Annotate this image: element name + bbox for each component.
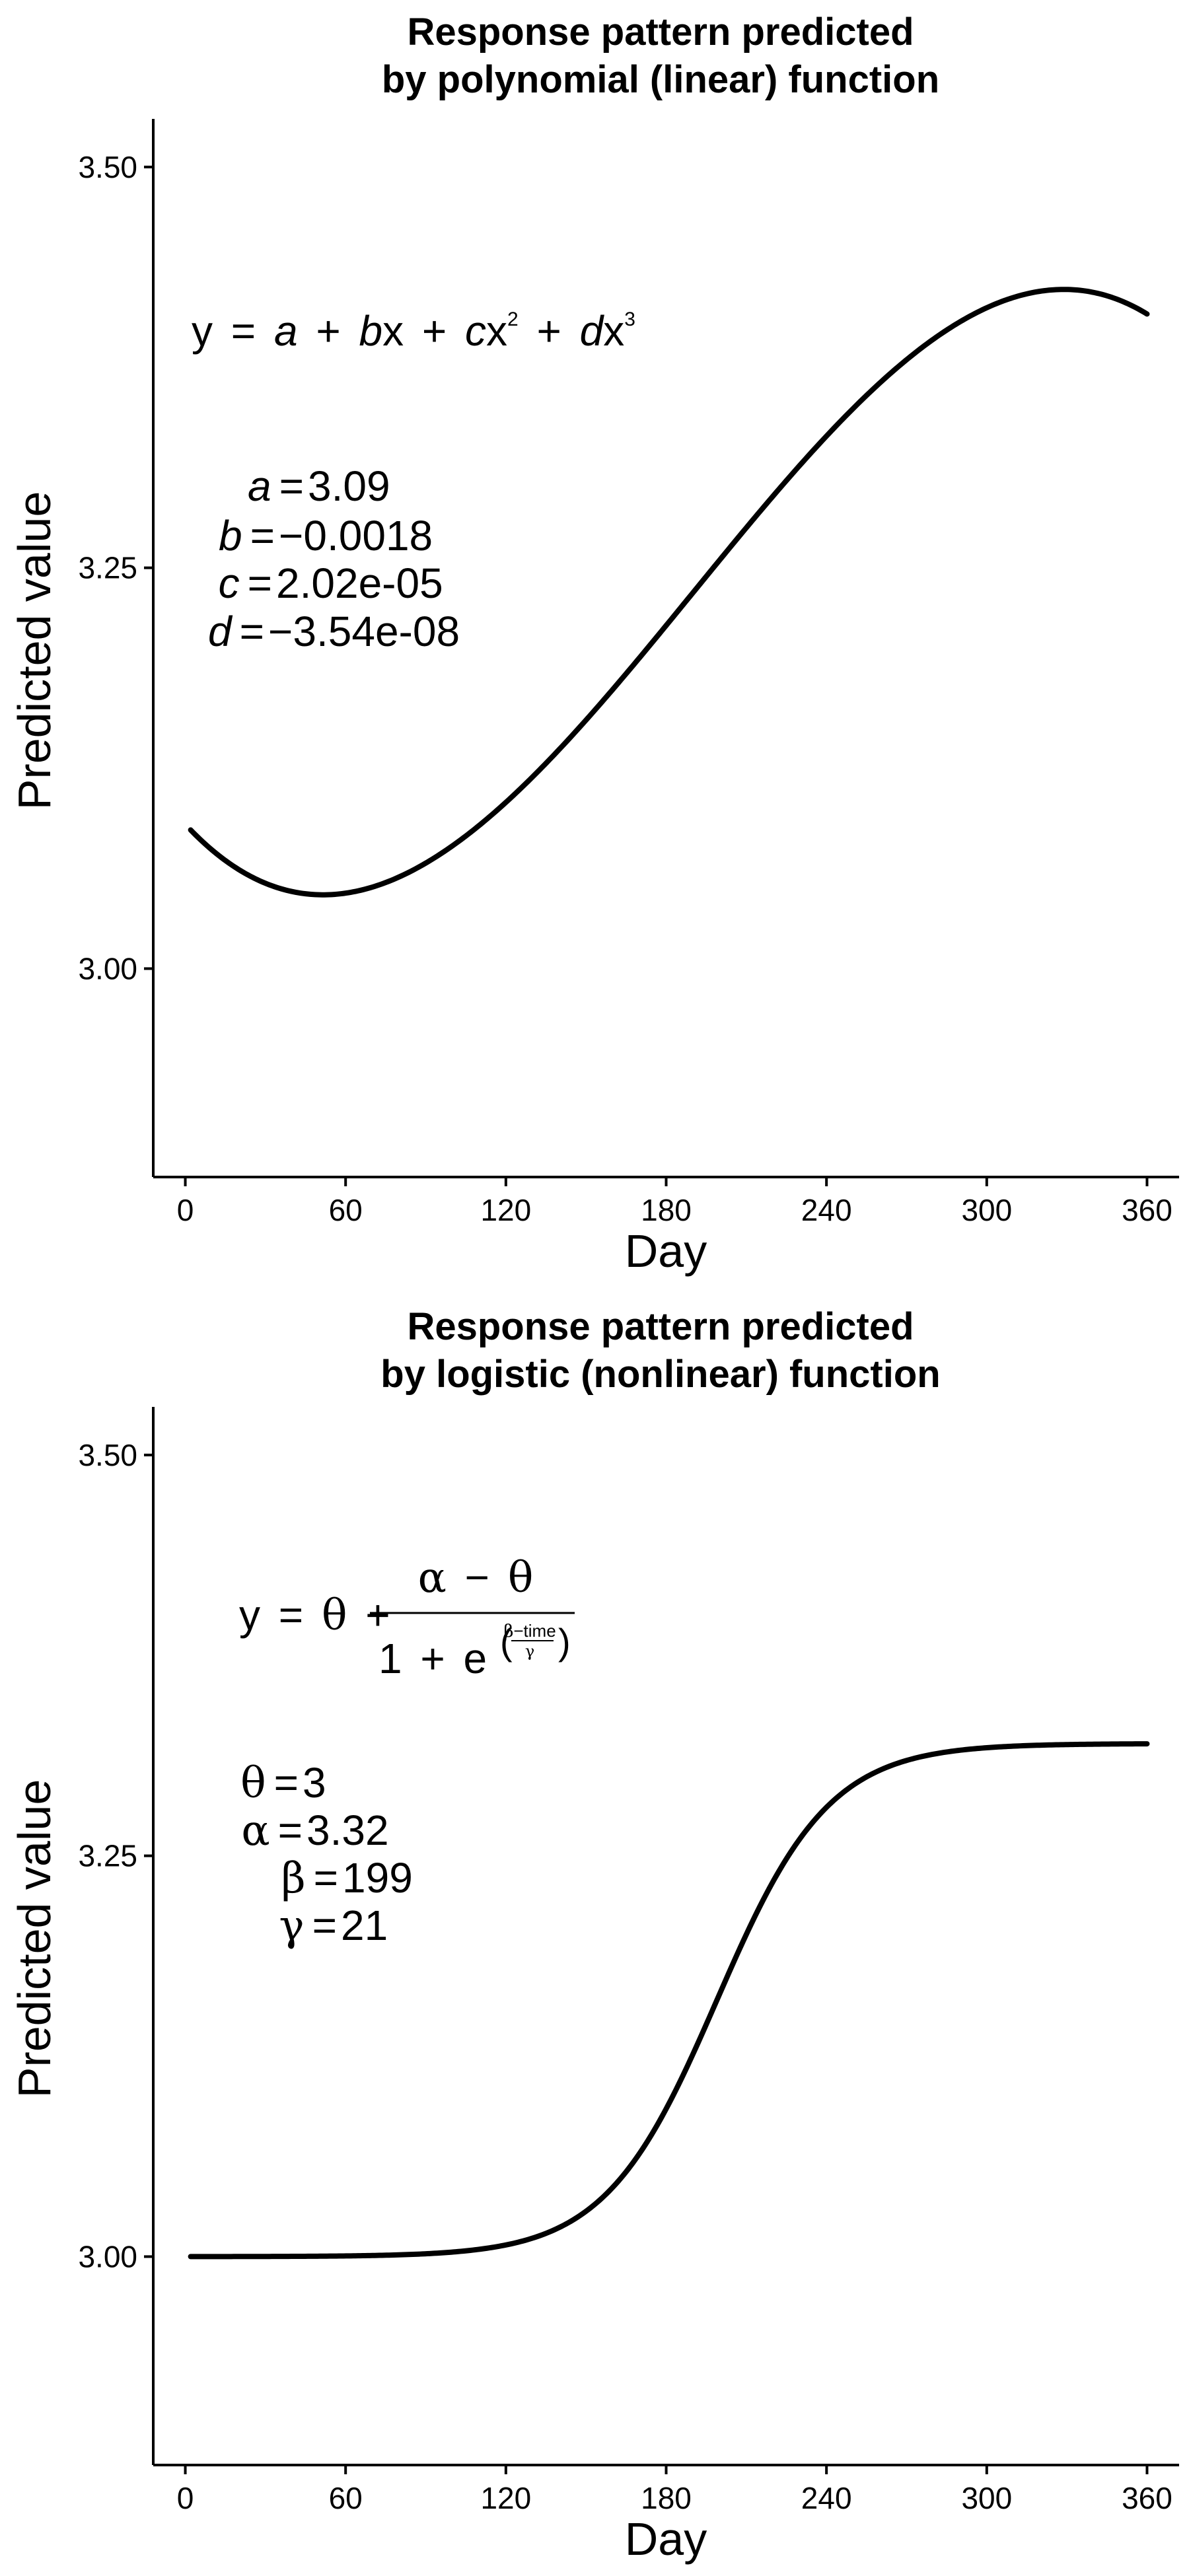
- logistic-curve: [188, 1741, 1150, 2260]
- y-tick-label: 3.00: [78, 2239, 137, 2273]
- x-tick-label: 240: [801, 1193, 852, 1227]
- param-beta-value: 199: [342, 1854, 413, 1902]
- param-b-value: −0.0018: [279, 512, 433, 559]
- param-gamma-value: 21: [341, 1902, 388, 1949]
- svg-text:β−time: β−time: [503, 1621, 556, 1641]
- x-tick-label: 300: [961, 1193, 1012, 1227]
- svg-text:γ: γ: [525, 1642, 534, 1661]
- svg-text:y = θ +: y = θ +: [239, 1591, 390, 1640]
- svg-text:1 + e: 1 + e: [378, 1635, 487, 1682]
- x-tick-label: 180: [641, 2481, 692, 2515]
- y-ticks: 3.00 3.25 3.50: [78, 150, 153, 985]
- logistic-chart: Response pattern predicted by logistic (…: [9, 1305, 1179, 2565]
- logistic-equation: y = θ + α − θ 1 + e ( ) β−time γ: [239, 1554, 575, 1682]
- x-tick-label: 60: [329, 2481, 363, 2515]
- param-d-value: −3.54e-08: [268, 608, 460, 655]
- param-alpha: α =: [241, 1807, 303, 1855]
- polynomial-curve: [188, 287, 1150, 898]
- param-alpha-value: 3.32: [306, 1807, 389, 1854]
- svg-text:α − θ: α − θ: [418, 1554, 534, 1602]
- y-tick-label: 3.25: [78, 1839, 137, 1873]
- x-ticks: 0 60 120 180 240 300 360: [177, 2465, 1172, 2515]
- y-axis-label: Predicted value: [9, 491, 60, 810]
- y-tick-label: 3.25: [78, 551, 137, 585]
- param-a: a =: [248, 462, 304, 510]
- x-tick-label: 240: [801, 2481, 852, 2515]
- chart-title-line1: Response pattern predicted: [407, 11, 914, 54]
- param-d: d =: [208, 608, 264, 655]
- y-axis-label: Predicted value: [9, 1779, 60, 2098]
- param-c-value: 2.02e-05: [276, 559, 443, 607]
- param-gamma: γ =: [279, 1902, 337, 1950]
- param-b: b =: [219, 512, 275, 559]
- x-axis-label: Day: [625, 2513, 707, 2565]
- chart-title-line1: Response pattern predicted: [407, 1305, 914, 1348]
- x-axis-label: Day: [625, 1225, 707, 1277]
- x-tick-label: 120: [480, 1193, 531, 1227]
- x-tick-label: 120: [480, 2481, 531, 2515]
- y-tick-label: 3.50: [78, 150, 137, 184]
- y-tick-label: 3.50: [78, 1438, 137, 1472]
- chart-title-line2: by logistic (nonlinear) function: [380, 1353, 940, 1396]
- param-beta: β =: [281, 1854, 338, 1903]
- y-tick-label: 3.00: [78, 951, 137, 985]
- param-c: c =: [219, 559, 272, 607]
- x-tick-label: 360: [1122, 2481, 1172, 2515]
- y-ticks: 3.00 3.25 3.50: [78, 1438, 153, 2273]
- x-ticks: 0 60 120 180 240 300 360: [177, 1177, 1172, 1227]
- polynomial-equation: y = a + bx + cx2 + dx3: [192, 287, 635, 355]
- param-a-value: 3.09: [308, 462, 390, 510]
- chart-title-line2: by polynomial (linear) function: [382, 58, 939, 101]
- x-tick-label: 60: [329, 1193, 363, 1227]
- svg-text:(: (: [500, 1621, 513, 1663]
- x-tick-label: 360: [1122, 1193, 1172, 1227]
- x-tick-label: 180: [641, 1193, 692, 1227]
- param-theta: θ =: [240, 1759, 299, 1808]
- x-tick-label: 0: [177, 2481, 194, 2515]
- x-tick-label: 300: [961, 2481, 1012, 2515]
- svg-text:): ): [558, 1621, 571, 1663]
- polynomial-chart: Response pattern predicted by polynomial…: [9, 11, 1179, 1277]
- param-theta-value: 3: [303, 1759, 326, 1807]
- x-tick-label: 0: [177, 1193, 194, 1227]
